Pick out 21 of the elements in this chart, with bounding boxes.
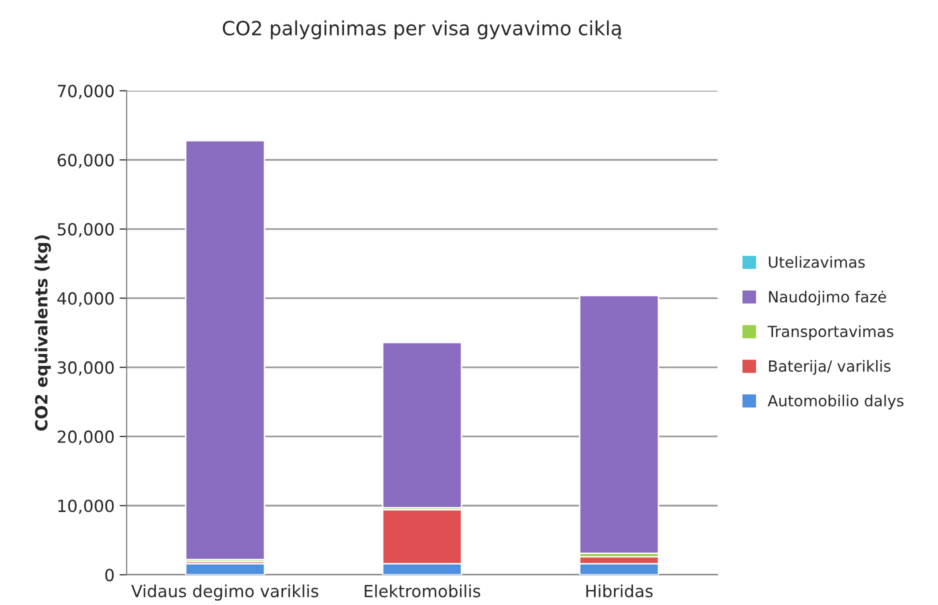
y-tick-label: 50,000 bbox=[58, 223, 114, 238]
x-tick-label: Vidaus degimo variklis bbox=[131, 584, 318, 601]
y-tick-label: 70,000 bbox=[58, 84, 114, 100]
legend-label: Transportavimas bbox=[768, 325, 894, 340]
y-tick-label: 60,000 bbox=[58, 154, 114, 168]
legend-label: Naudojimo fazė bbox=[769, 290, 886, 306]
y-tick-label: 0 bbox=[105, 568, 114, 582]
x-tick-label: Hibridas bbox=[586, 584, 653, 598]
chart-title: CO2 palyginimas per visa gyvavimo ciklą bbox=[222, 20, 622, 40]
bar bbox=[578, 294, 660, 554]
y-tick-label: 30,000 bbox=[58, 361, 114, 376]
bar bbox=[382, 342, 462, 508]
x-tick-label: Elektromobilis bbox=[364, 584, 480, 598]
y-tick-label: 20,000 bbox=[58, 430, 114, 445]
bar bbox=[185, 140, 266, 560]
legend-label: Baterija/ variklis bbox=[769, 360, 890, 375]
y-tick-label: 40,000 bbox=[57, 292, 114, 306]
legend-label: Utelizavimas bbox=[768, 256, 865, 268]
y-axis-title: CO2 equivalents (kg) bbox=[34, 235, 51, 431]
y-tick-label: 10,000 bbox=[58, 500, 114, 514]
legend-label: Automobilio dalys bbox=[768, 394, 904, 410]
